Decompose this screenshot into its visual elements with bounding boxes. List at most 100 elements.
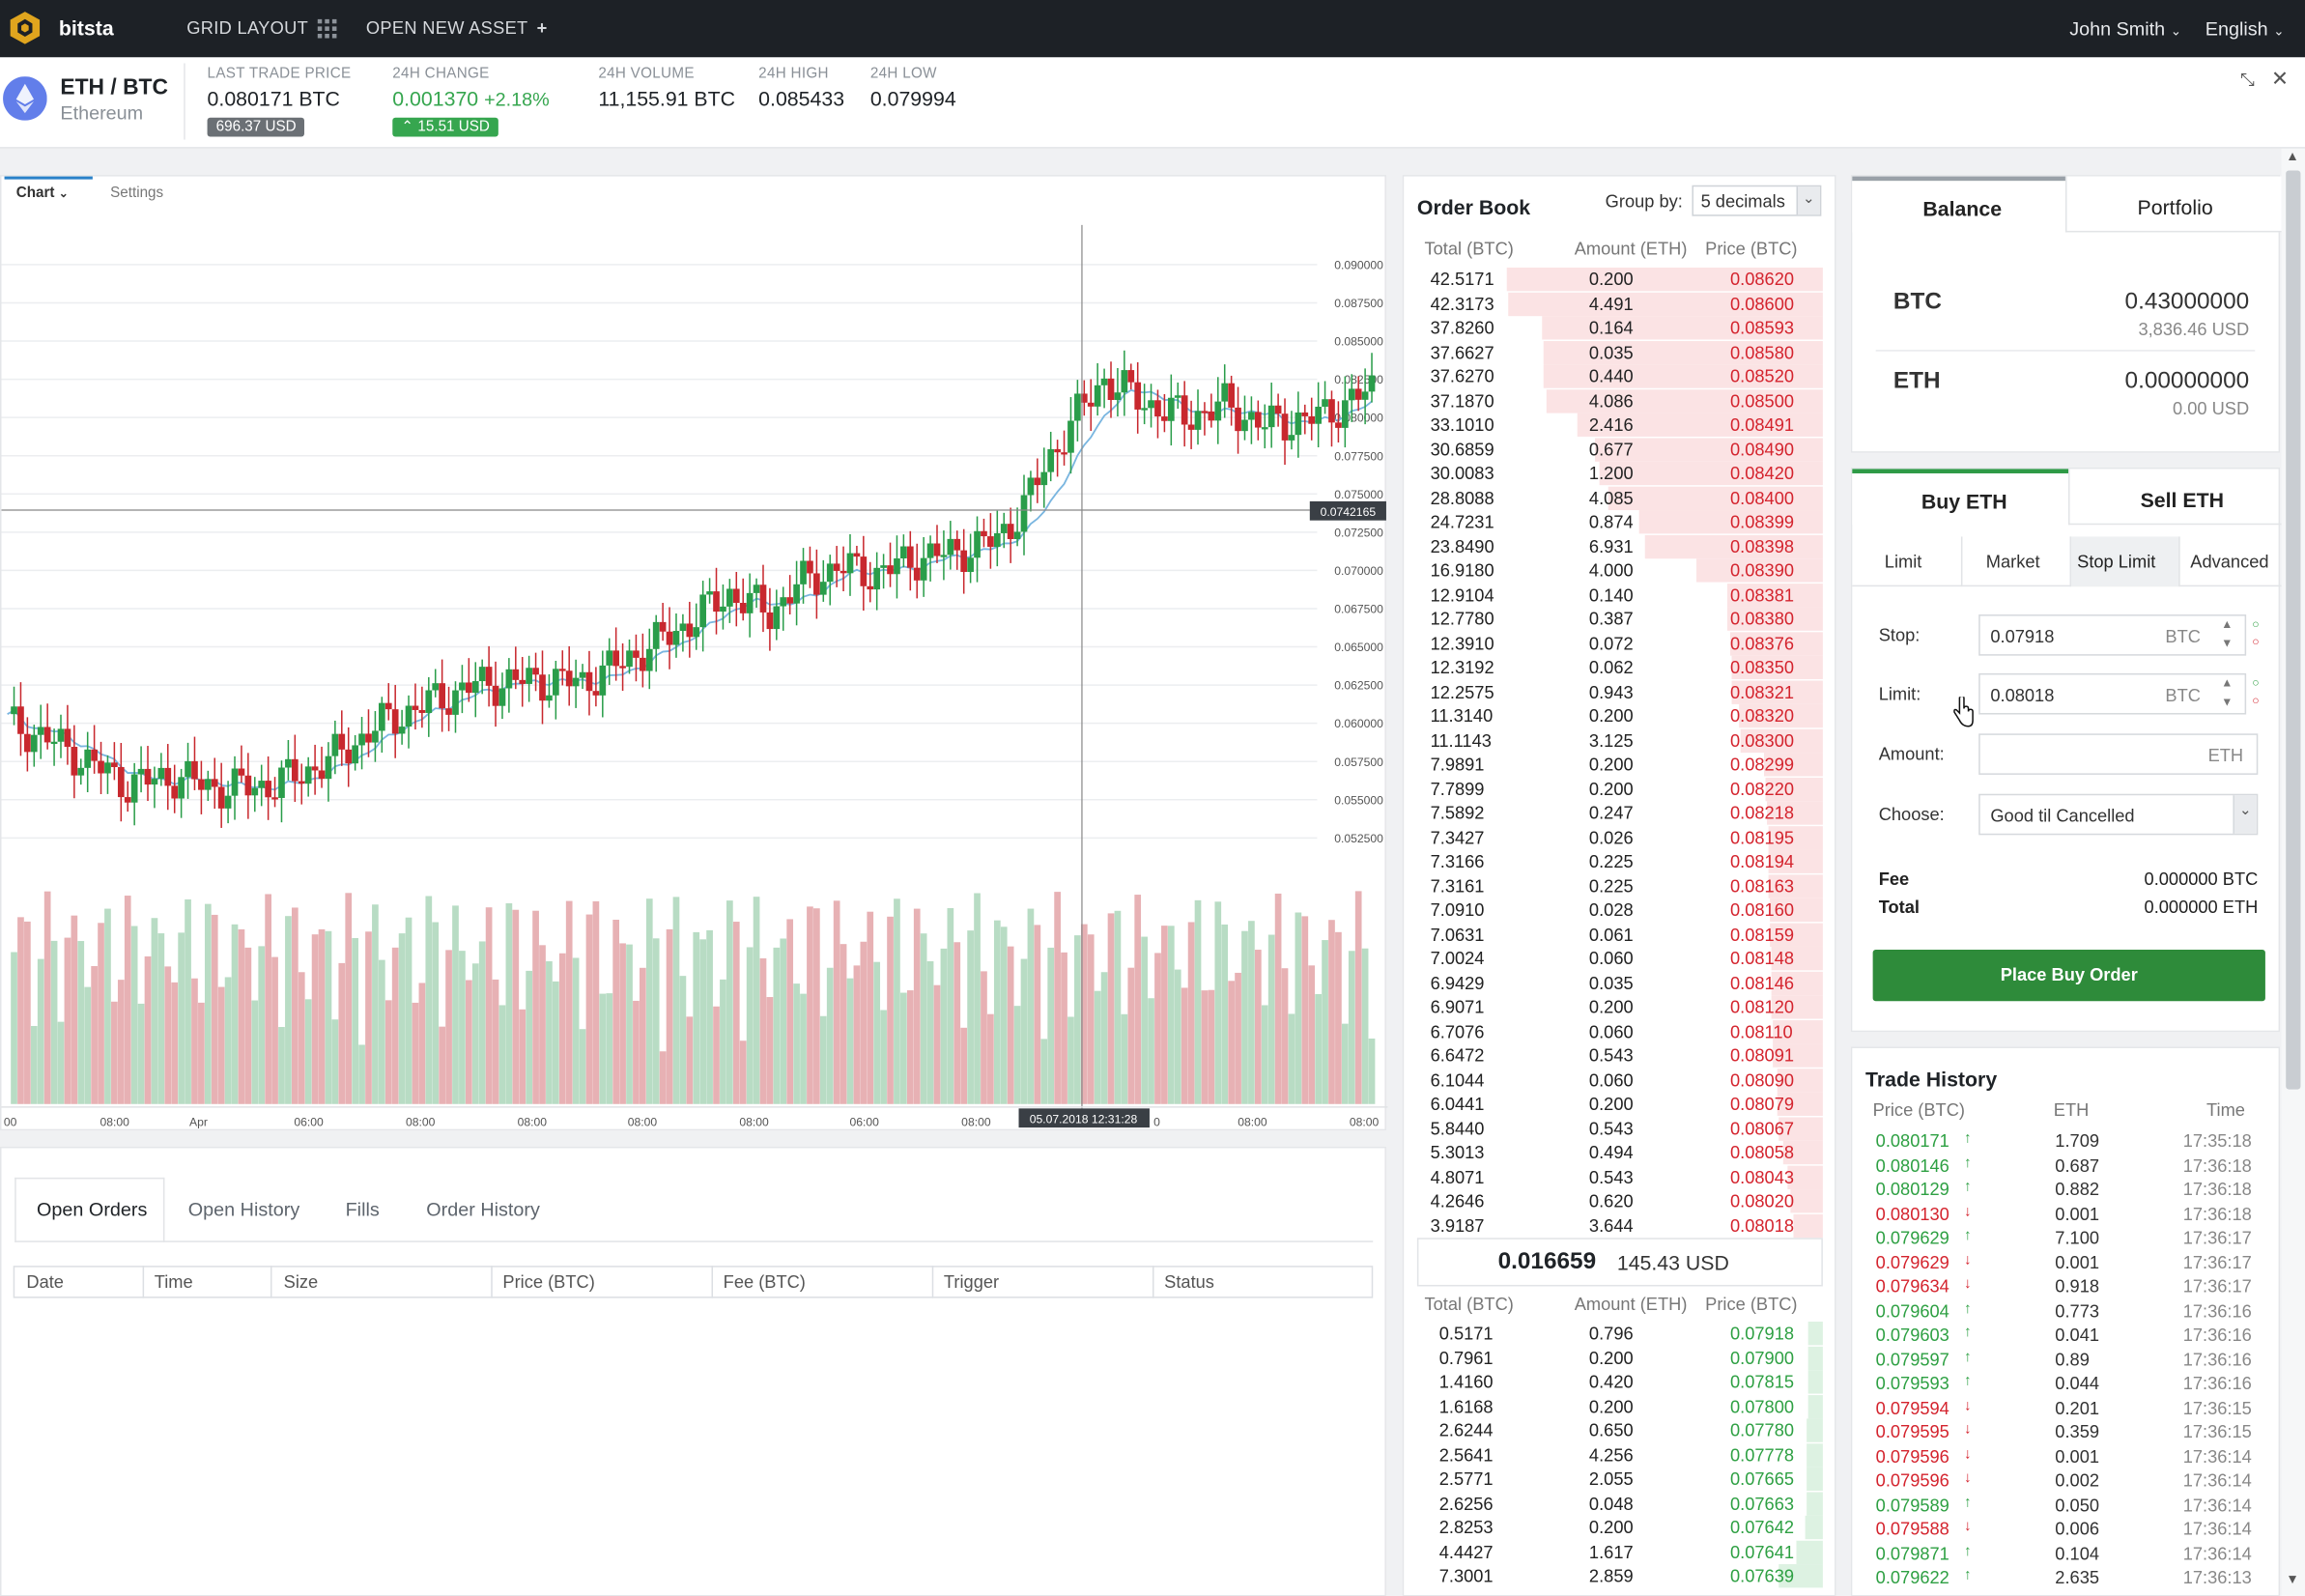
- trade-row[interactable]: 0.079597 ↑ 0.89 17:36:16: [1852, 1348, 2278, 1371]
- tab-open-orders[interactable]: Open Orders: [37, 1198, 148, 1220]
- trade-row[interactable]: 0.079603 ↑ 0.041 17:36:16: [1852, 1324, 2278, 1347]
- trade-row[interactable]: 0.079596 ↓ 0.001 17:36:14: [1852, 1444, 2278, 1468]
- bid-row[interactable]: 0.5171 0.796 0.07918: [1404, 1321, 1823, 1346]
- brand-name[interactable]: bitsta: [58, 15, 114, 41]
- ask-row[interactable]: 42.3173 4.491 0.08600: [1404, 292, 1823, 316]
- ask-row[interactable]: 6.0441 0.200 0.08079: [1404, 1092, 1823, 1116]
- type-limit[interactable]: Limit: [1884, 551, 1922, 572]
- trade-row[interactable]: 0.079588 ↓ 0.006 17:36:14: [1852, 1517, 2278, 1540]
- open-new-asset-button[interactable]: OPEN NEW ASSET +: [366, 17, 548, 38]
- amount-input[interactable]: ETH: [1978, 733, 2259, 775]
- col-status[interactable]: Status: [1164, 1271, 1214, 1293]
- ask-row[interactable]: 11.3140 0.200 0.08320: [1404, 703, 1823, 728]
- ask-row[interactable]: 7.9891 0.200 0.08299: [1404, 753, 1823, 777]
- ask-row[interactable]: 12.2575 0.943 0.08321: [1404, 679, 1823, 704]
- ask-row[interactable]: 6.9429 0.035 0.08146: [1404, 971, 1823, 995]
- close-icon[interactable]: ✕: [2270, 66, 2289, 90]
- page-scrollbar[interactable]: ▲ ▼: [2281, 148, 2305, 1596]
- trade-row[interactable]: 0.079634 ↓ 0.918 17:36:17: [1852, 1274, 2278, 1297]
- ask-row[interactable]: 7.7899 0.200 0.08220: [1404, 777, 1823, 801]
- ask-row[interactable]: 7.3166 0.225 0.08194: [1404, 849, 1823, 873]
- bid-row[interactable]: 0.7961 0.200 0.07900: [1404, 1346, 1823, 1370]
- bitsta-logo-icon[interactable]: [9, 11, 41, 46]
- trade-row[interactable]: 0.079629 ↑ 7.100 17:36:17: [1852, 1226, 2278, 1249]
- stepper-down-icon[interactable]: ▼: [2221, 695, 2234, 709]
- ask-row[interactable]: 7.5892 0.247 0.08218: [1404, 801, 1823, 825]
- place-buy-order-button[interactable]: Place Buy Order: [1872, 950, 2265, 1002]
- ask-row[interactable]: 12.3192 0.062 0.08350: [1404, 655, 1823, 680]
- ask-row[interactable]: 24.7231 0.874 0.08399: [1404, 510, 1823, 534]
- col-fee[interactable]: Fee (BTC): [723, 1271, 806, 1293]
- ask-row[interactable]: 12.7780 0.387 0.08380: [1404, 607, 1823, 631]
- ask-row[interactable]: 7.0631 0.061 0.08159: [1404, 922, 1823, 947]
- ask-row[interactable]: 23.8490 6.931 0.08398: [1404, 534, 1823, 558]
- tab-portfolio[interactable]: Portfolio: [2064, 176, 2282, 233]
- group-by-select[interactable]: 5 decimals ⌄: [1692, 185, 1822, 216]
- scroll-down-icon[interactable]: ▼: [2286, 1571, 2299, 1586]
- language-menu[interactable]: English ⌄: [2205, 17, 2285, 40]
- type-advanced[interactable]: Advanced: [2190, 551, 2269, 572]
- ask-row[interactable]: 37.6270 0.440 0.08520: [1404, 364, 1823, 388]
- ask-row[interactable]: 37.6627 0.035 0.08580: [1404, 340, 1823, 364]
- ask-row[interactable]: 3.9187 3.644 0.08018: [1404, 1213, 1823, 1238]
- scrollbar-thumb[interactable]: [2286, 170, 2301, 1090]
- ask-row[interactable]: 4.2646 0.620 0.08020: [1404, 1189, 1823, 1213]
- stop-input[interactable]: 0.07918 BTC ▲ ▼: [1978, 614, 2247, 656]
- stepper-up-icon[interactable]: ▲: [2221, 675, 2234, 690]
- grid-layout-button[interactable]: GRID LAYOUT: [186, 17, 336, 39]
- trade-row[interactable]: 0.079604 ↑ 0.773 17:36:16: [1852, 1298, 2278, 1322]
- col-date[interactable]: Date: [26, 1271, 64, 1293]
- bid-row[interactable]: 1.6168 0.200 0.07800: [1404, 1394, 1823, 1418]
- ask-row[interactable]: 11.1143 3.125 0.08300: [1404, 727, 1823, 753]
- ask-row[interactable]: 6.7076 0.060 0.08110: [1404, 1019, 1823, 1043]
- limit-input[interactable]: 0.08018 BTC ▲ ▼: [1978, 672, 2247, 715]
- ask-row[interactable]: 28.8088 4.085 0.08400: [1404, 485, 1823, 510]
- ask-row[interactable]: 30.6859 0.677 0.08490: [1404, 437, 1823, 462]
- ask-row[interactable]: 30.0083 1.200 0.08420: [1404, 461, 1823, 486]
- ask-row[interactable]: 6.9071 0.200 0.08120: [1404, 995, 1823, 1019]
- trade-row[interactable]: 0.079622 ↑ 2.635 17:36:13: [1852, 1566, 2278, 1589]
- ask-row[interactable]: 7.0024 0.060 0.08148: [1404, 946, 1823, 971]
- trade-row[interactable]: 0.079596 ↓ 0.002 17:36:14: [1852, 1468, 2278, 1492]
- ask-row[interactable]: 42.5171 0.200 0.08620: [1404, 267, 1823, 292]
- bid-row[interactable]: 2.6256 0.048 0.07663: [1404, 1491, 1823, 1516]
- bid-row[interactable]: 7.3001 2.859 0.07639: [1404, 1564, 1823, 1588]
- ask-row[interactable]: 12.3910 0.072 0.08376: [1404, 631, 1823, 655]
- type-market[interactable]: Market: [1985, 551, 2040, 572]
- trade-row[interactable]: 0.079589 ↑ 0.050 17:36:14: [1852, 1493, 2278, 1516]
- trade-row[interactable]: 0.080146 ↑ 0.687 17:36:18: [1852, 1154, 2278, 1177]
- bid-row[interactable]: 1.4160 0.420 0.07815: [1404, 1370, 1823, 1394]
- trade-row[interactable]: 0.080130 ↓ 0.001 17:36:18: [1852, 1202, 2278, 1225]
- tab-settings[interactable]: Settings: [110, 185, 164, 202]
- candlestick-chart[interactable]: 0.0900000.0875000.0850000.0825000.080000…: [1, 177, 1388, 1132]
- bid-row[interactable]: 2.5771 2.055 0.07665: [1404, 1467, 1823, 1491]
- ask-row[interactable]: 5.8440 0.543 0.08067: [1404, 1116, 1823, 1141]
- trade-row[interactable]: 0.080171 ↑ 1.709 17:35:18: [1852, 1129, 2278, 1153]
- bid-row[interactable]: 2.5641 4.256 0.07778: [1404, 1442, 1823, 1467]
- tab-order-history[interactable]: Order History: [426, 1198, 540, 1220]
- ask-row[interactable]: 16.9180 4.000 0.08390: [1404, 558, 1823, 583]
- ask-row[interactable]: 33.1010 2.416 0.08491: [1404, 413, 1823, 437]
- tab-sell-eth[interactable]: Sell ETH: [2068, 469, 2282, 526]
- trade-row[interactable]: 0.079593 ↑ 0.044 17:36:16: [1852, 1372, 2278, 1395]
- ask-row[interactable]: 12.9104 0.140 0.08381: [1404, 583, 1823, 607]
- tab-chart[interactable]: Chart ⌄: [16, 185, 69, 202]
- scroll-up-icon[interactable]: ▲: [2286, 148, 2299, 163]
- ask-row[interactable]: 37.1870 4.086 0.08500: [1404, 388, 1823, 413]
- col-trigger[interactable]: Trigger: [943, 1271, 1000, 1293]
- col-size[interactable]: Size: [283, 1271, 319, 1293]
- ask-row[interactable]: 5.3013 0.494 0.08058: [1404, 1140, 1823, 1165]
- ask-row[interactable]: 7.3427 0.026 0.08195: [1404, 825, 1823, 849]
- tab-balance[interactable]: Balance: [1852, 176, 2065, 233]
- bid-row[interactable]: 2.8253 0.200 0.07642: [1404, 1515, 1823, 1540]
- ask-row[interactable]: 37.8260 0.164 0.08593: [1404, 316, 1823, 340]
- pair-name[interactable]: ETH / BTC: [60, 74, 168, 100]
- trade-row[interactable]: 0.080129 ↑ 0.882 17:36:18: [1852, 1178, 2278, 1201]
- bid-row[interactable]: 2.6244 0.650 0.07780: [1404, 1418, 1823, 1442]
- ask-row[interactable]: 7.0910 0.028 0.08160: [1404, 898, 1823, 923]
- ask-row[interactable]: 6.6472 0.543 0.08091: [1404, 1043, 1823, 1068]
- tab-fills[interactable]: Fills: [345, 1198, 380, 1220]
- tab-buy-eth[interactable]: Buy ETH: [1852, 469, 2069, 526]
- ask-row[interactable]: 4.8071 0.543 0.08043: [1404, 1164, 1823, 1189]
- col-price[interactable]: Price (BTC): [502, 1271, 595, 1293]
